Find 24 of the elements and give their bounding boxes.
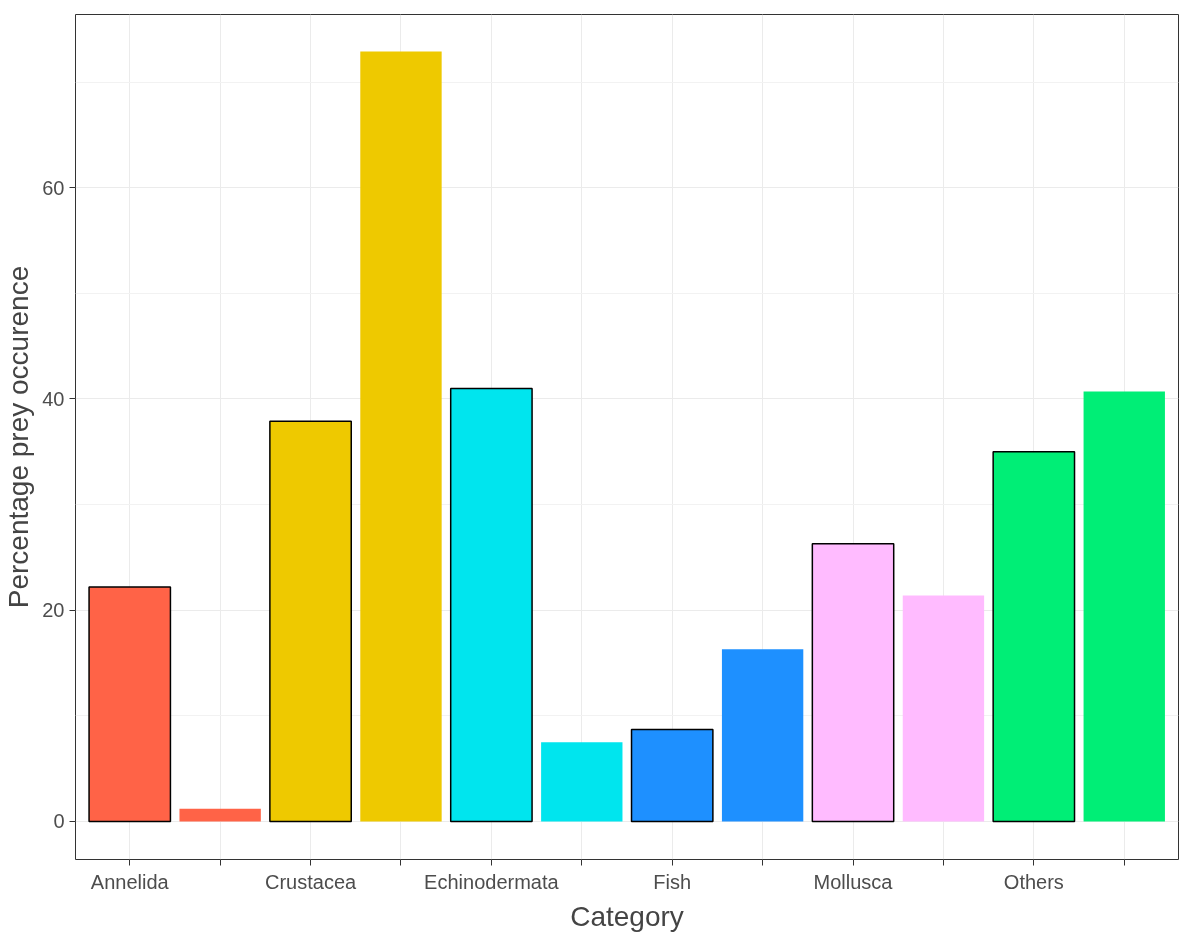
- bar: [179, 808, 261, 822]
- x-tick-label: Mollusca: [813, 870, 894, 893]
- x-tick-label: Others: [1003, 870, 1064, 893]
- bar: [269, 420, 352, 823]
- bar: [88, 586, 172, 823]
- bar: [541, 742, 623, 822]
- bar: [360, 51, 442, 822]
- bar: [630, 728, 714, 823]
- x-tick-label: Echinodermata: [424, 870, 560, 893]
- y-tick-label: 40: [42, 387, 65, 410]
- bar: [811, 542, 895, 823]
- y-tick-label: 20: [42, 599, 65, 622]
- x-tick-label: Crustacea: [264, 870, 358, 893]
- bar: [721, 649, 804, 822]
- bar: [449, 387, 533, 823]
- bar: [902, 595, 985, 822]
- y-tick-label: 60: [42, 176, 65, 199]
- y-axis-title: Percentage prey occurence: [3, 265, 35, 609]
- x-tick-label: Annelida: [90, 870, 170, 893]
- bar: [1083, 391, 1165, 822]
- x-tick-label: Fish: [653, 870, 692, 893]
- bar: [992, 451, 1076, 823]
- x-axis-title: Category: [570, 900, 684, 932]
- y-tick-label: 0: [53, 810, 65, 833]
